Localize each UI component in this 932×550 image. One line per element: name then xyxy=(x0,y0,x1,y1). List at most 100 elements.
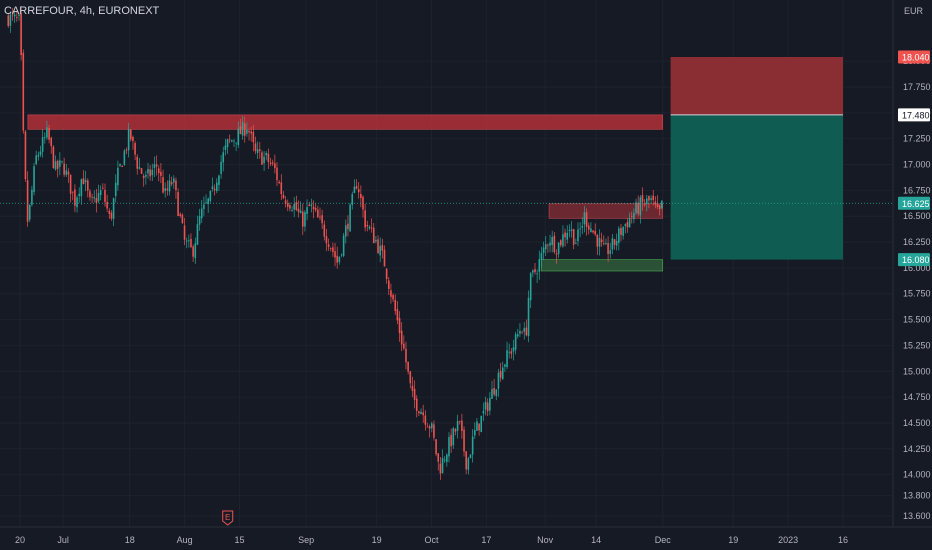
time-tick-label: 19 xyxy=(728,535,738,545)
candle-body xyxy=(76,197,78,208)
candle-body xyxy=(33,166,35,193)
candle-body xyxy=(461,420,463,431)
candle-body xyxy=(37,155,40,157)
earnings-event-label: E xyxy=(225,513,230,522)
candle-body xyxy=(198,216,201,225)
candle-body xyxy=(620,227,622,235)
candle-body xyxy=(61,160,63,162)
candle-body xyxy=(254,143,257,152)
candle-body xyxy=(310,204,313,206)
candle-body xyxy=(512,347,515,352)
candle-body xyxy=(220,161,222,174)
candle-body xyxy=(140,168,143,174)
candle-body xyxy=(643,203,646,205)
candle-body xyxy=(231,140,233,142)
candle-body xyxy=(486,402,489,412)
candle-body xyxy=(424,415,427,425)
candle-body xyxy=(446,454,448,463)
candle-body xyxy=(493,387,495,395)
candle-body xyxy=(430,423,433,429)
candle-body xyxy=(630,215,633,217)
candle-body xyxy=(323,224,326,237)
candle-body xyxy=(557,242,560,254)
candle-body xyxy=(648,196,650,201)
candle-body xyxy=(525,327,528,336)
candle-body xyxy=(372,227,375,244)
candle-body xyxy=(422,412,424,416)
candle-body xyxy=(514,334,517,350)
candle-body xyxy=(482,410,485,414)
candle-body xyxy=(80,179,83,197)
price-tick-label: 14.000 xyxy=(903,470,931,480)
candle-body xyxy=(353,186,356,194)
candle-body xyxy=(471,436,474,455)
candle-body xyxy=(327,244,330,247)
candle-body xyxy=(69,174,72,194)
candle-body xyxy=(362,196,364,210)
candle-body xyxy=(153,164,156,168)
candle-body xyxy=(84,180,87,183)
candle-body xyxy=(237,128,240,145)
candle-body xyxy=(317,209,319,218)
candle-body xyxy=(129,129,132,140)
candle-body xyxy=(527,297,530,336)
candle-body xyxy=(183,225,186,240)
candle-body xyxy=(39,151,42,155)
candle-body xyxy=(151,169,154,176)
candle-body xyxy=(248,130,250,133)
candle-body xyxy=(467,458,470,470)
candle-body xyxy=(192,246,194,257)
candle-body xyxy=(91,196,93,198)
candle-body xyxy=(250,131,252,134)
candle-body xyxy=(241,122,244,136)
candle-body xyxy=(473,430,476,436)
candle-body xyxy=(491,388,493,399)
candle-body xyxy=(293,203,295,210)
candle-body xyxy=(587,225,590,230)
candle-body xyxy=(149,169,151,177)
candle-body xyxy=(179,213,182,216)
time-tick-label: 2023 xyxy=(778,535,798,545)
candle-body xyxy=(549,242,551,246)
candle-body xyxy=(188,240,190,241)
candle-body xyxy=(35,155,37,164)
candle-body xyxy=(108,210,111,214)
candle-body xyxy=(381,245,384,251)
candle-body xyxy=(22,52,25,131)
candle-body xyxy=(390,290,392,297)
price-tick-label: 15.000 xyxy=(903,366,931,376)
candle-body xyxy=(340,254,343,256)
zone-range-top xyxy=(548,203,664,219)
time-tick-label: 14 xyxy=(591,535,601,545)
candle-body xyxy=(181,214,184,224)
candle-body xyxy=(572,229,575,245)
candle-body xyxy=(99,190,102,196)
candle-body xyxy=(411,385,414,391)
candle-body xyxy=(28,204,31,220)
candle-body xyxy=(385,268,388,279)
candle-body xyxy=(437,453,440,462)
time-tick-label: 17 xyxy=(481,535,491,545)
candle-body xyxy=(89,191,91,198)
candle-body xyxy=(656,203,659,208)
price-tick-label: 16.750 xyxy=(903,185,931,195)
candle-body xyxy=(658,205,661,210)
price-label-badge xyxy=(898,196,930,210)
candle-body xyxy=(252,131,255,143)
candle-body xyxy=(607,243,609,255)
candle-body xyxy=(394,299,397,312)
price-tick-label: 14.250 xyxy=(903,444,931,454)
candle-body xyxy=(547,244,549,246)
candle-body xyxy=(347,223,349,230)
candle-body xyxy=(258,149,261,151)
price-tick-label: 17.750 xyxy=(903,82,931,92)
candle-body xyxy=(243,123,246,136)
price-tick-label: 15.500 xyxy=(903,315,931,325)
candle-body xyxy=(142,175,145,179)
candle-body xyxy=(235,142,237,144)
candle-body xyxy=(299,210,302,214)
candle-body xyxy=(441,458,444,474)
candle-body xyxy=(54,161,57,170)
earnings-event-icon[interactable] xyxy=(222,510,234,526)
